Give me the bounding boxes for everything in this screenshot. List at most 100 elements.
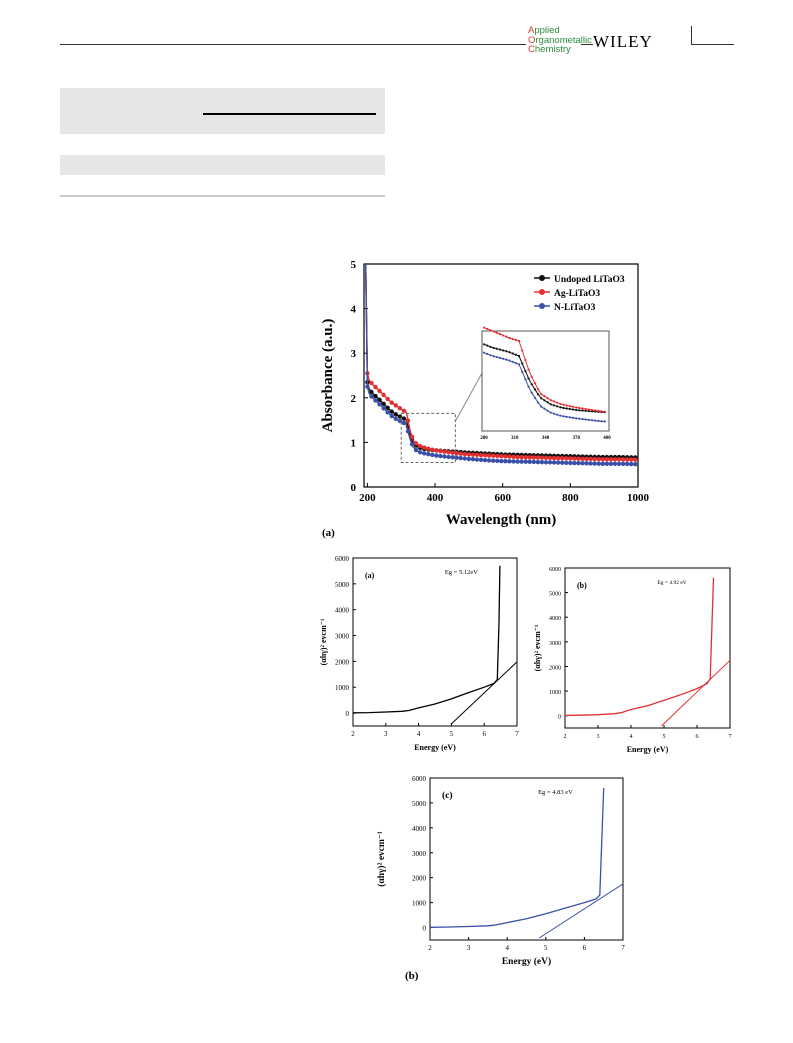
series-point	[409, 434, 415, 440]
inset-series-point	[565, 415, 568, 418]
inset-series-point	[565, 407, 568, 410]
inset-series-point	[483, 343, 486, 346]
inset-series-point	[489, 354, 492, 357]
inset-series-point	[489, 345, 492, 348]
header-rule	[60, 44, 526, 45]
series-point	[535, 459, 541, 465]
x-tick-label: 1000	[627, 492, 650, 504]
series-point	[543, 460, 549, 465]
inset-series-point	[511, 337, 514, 341]
inset-series-point	[486, 344, 489, 347]
series-point	[600, 461, 606, 466]
series-point	[539, 459, 545, 465]
series-point	[564, 456, 569, 461]
series-point	[491, 458, 496, 463]
series-point	[369, 380, 374, 386]
inset-series-point	[590, 408, 594, 412]
inset-series-point	[568, 416, 571, 419]
inset-series-point	[508, 336, 511, 340]
x-tick-label: 3	[467, 944, 471, 952]
inset-series-point	[492, 330, 495, 333]
series-point	[478, 457, 484, 463]
x-tick-label: 7	[729, 734, 732, 740]
series-point	[572, 460, 577, 466]
inset-series-point	[594, 419, 597, 422]
series-point	[592, 456, 597, 462]
y-tick-label: 2000	[549, 665, 561, 671]
panel-label: (c)	[442, 790, 453, 801]
y-tick-label: 5	[351, 259, 357, 271]
inset-series-point	[489, 329, 492, 332]
series-point	[588, 456, 593, 462]
y-tick-label: 1000	[412, 900, 427, 908]
inset-series-point	[581, 409, 584, 412]
x-tick-label: 2	[428, 944, 432, 952]
inset-series-point	[600, 410, 603, 413]
tauc-curve	[430, 787, 605, 928]
inset-series-point	[584, 418, 587, 421]
y-tick-label: 0	[351, 482, 357, 494]
inset-tick-label: 400	[603, 436, 611, 441]
x-tick-label: 7	[621, 944, 625, 952]
journal-line-3: Chemistry	[528, 44, 571, 55]
x-tick-label: 5	[450, 730, 454, 738]
y-tick-label: 4	[351, 304, 357, 316]
inset-series-point	[498, 356, 502, 360]
x-axis-label: Energy (eV)	[627, 745, 669, 754]
series-point	[413, 441, 419, 446]
inset-series-point	[517, 354, 521, 358]
plot-frame	[352, 557, 518, 727]
inset-series-point	[571, 416, 575, 419]
table-row	[60, 155, 385, 175]
inset-series-point	[521, 362, 524, 365]
series-point	[470, 452, 476, 457]
inset-series-point	[559, 406, 562, 409]
series-point	[438, 448, 443, 454]
inset-series-point	[492, 346, 495, 350]
series-point	[365, 384, 370, 389]
series-point	[564, 460, 569, 466]
series-point	[482, 453, 488, 458]
inset-series-point	[587, 418, 590, 421]
series-point	[547, 455, 553, 461]
inset-tick-label: 340	[542, 436, 550, 441]
series-point	[462, 456, 468, 461]
y-tick-label: 6000	[412, 775, 427, 783]
inset-series-point	[483, 351, 486, 354]
x-tick-label: 5	[544, 944, 548, 952]
inset-series-point	[546, 397, 549, 400]
series-point	[531, 459, 537, 465]
y-axis-label: (αhγ)² evcm⁻¹	[533, 624, 542, 671]
y-tick-label: 4000	[549, 616, 561, 622]
series-point	[450, 450, 455, 455]
inset-series-point	[552, 400, 556, 403]
inset-series-point	[483, 326, 486, 329]
y-tick-label: 1	[351, 437, 357, 449]
inset-tick-label: 370	[573, 436, 581, 441]
series-point	[608, 461, 614, 467]
series-point	[511, 454, 516, 459]
series-point	[442, 449, 447, 454]
inset-tick-label: 310	[511, 436, 519, 441]
x-tick-label: 6	[583, 944, 587, 952]
y-tick-label: 2000	[412, 875, 427, 883]
inset-series-point	[498, 333, 502, 336]
series-point	[592, 461, 597, 466]
series-point	[604, 461, 610, 467]
series-point	[470, 457, 476, 462]
series-point	[426, 446, 431, 451]
y-tick-label: 0	[558, 715, 561, 721]
tauc-curve	[353, 565, 501, 714]
series-point	[393, 416, 398, 421]
y-tick-label: 2000	[335, 658, 350, 666]
inset-series-point	[603, 410, 606, 413]
inset-series-point	[495, 356, 498, 359]
x-tick-label: 5	[663, 734, 666, 740]
series-point	[474, 452, 480, 458]
inset-series-point	[540, 393, 543, 396]
y-tick-label: 6000	[335, 555, 350, 563]
series-point	[507, 459, 512, 464]
series-point	[519, 454, 524, 460]
series-point	[369, 389, 374, 395]
series-point	[486, 458, 492, 463]
